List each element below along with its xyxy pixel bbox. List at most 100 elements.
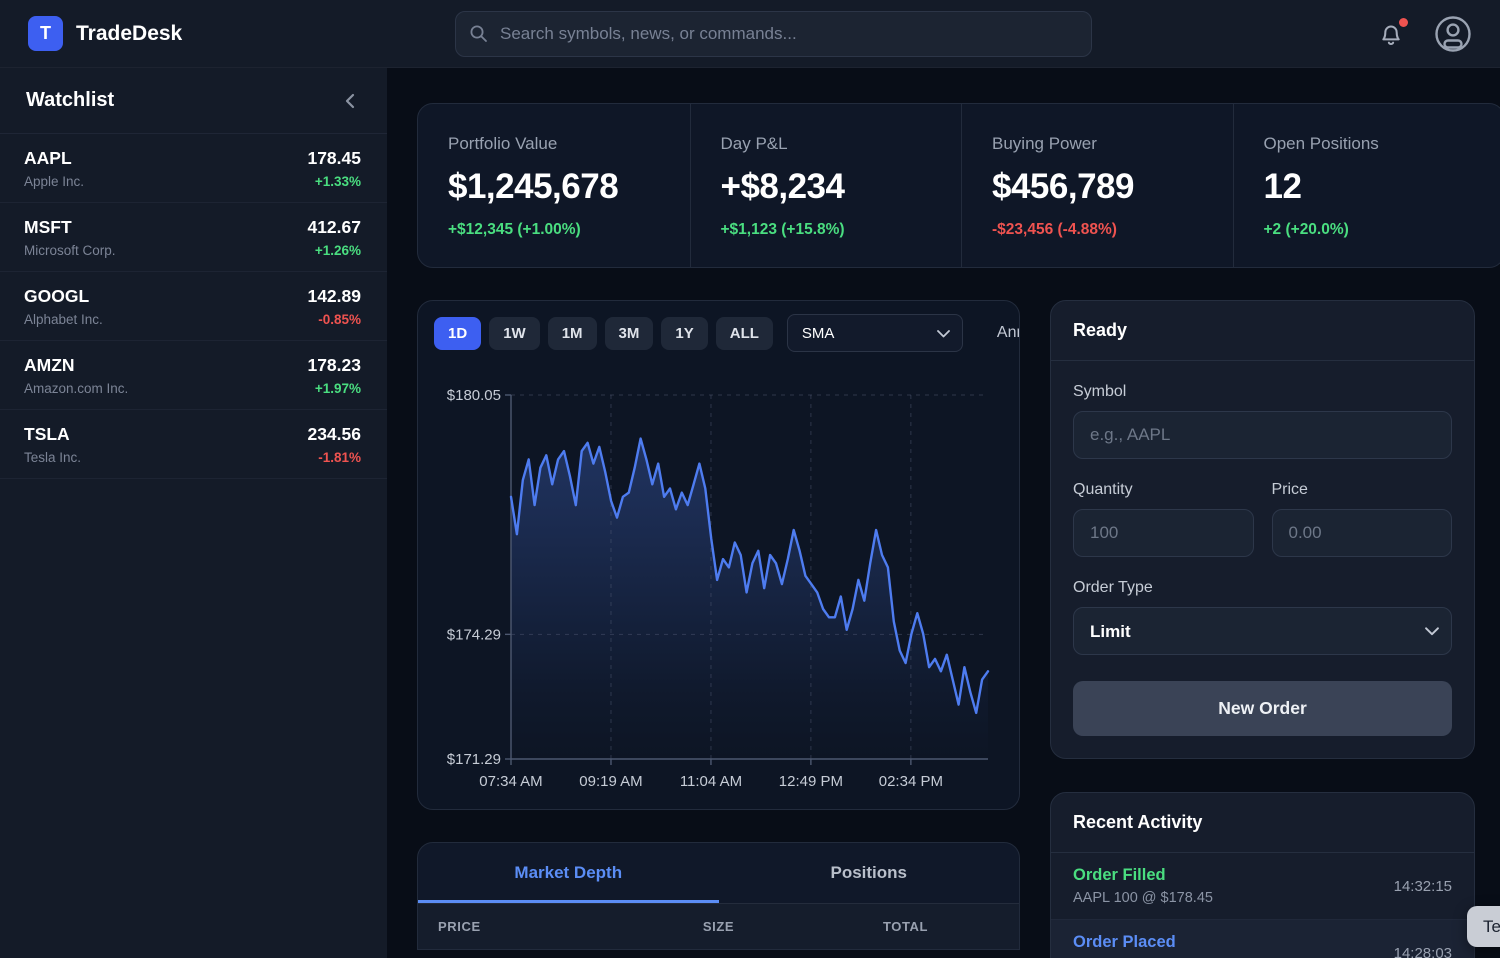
stat-day-pnl: Day P&L +$8,234 +$1,123 (+15.8%) [689,104,962,267]
ticker-price: 234.56 [307,423,361,444]
symbol-label: Symbol [1073,383,1127,400]
search-input[interactable] [455,10,1092,57]
stat-open-positions: Open Positions 12 +2 (+20.0%) [1232,104,1500,267]
timeframe-1y-button[interactable]: 1Y [661,316,708,350]
watchlist-title: Watchlist [26,89,115,111]
company-name: Amazon.com Inc. [24,380,129,396]
activity-item: Order Placed MSFT 50 @ $412.50 Limit 14:… [1051,919,1474,958]
stat-portfolio-value: Portfolio Value $1,245,678 +$12,345 (+1.… [418,104,690,267]
app-logo: T [28,16,63,51]
avatar-icon [1435,15,1471,52]
stat-change: +$1,123 (+15.8%) [720,221,845,238]
ticker-price: 142.89 [307,285,361,306]
ticker-price: 412.67 [307,216,361,237]
column-price: PRICE [438,919,481,934]
watchlist-sidebar: Watchlist AAPL Apple Inc. 178.45 +1.33% … [0,68,387,958]
timeframe-1w-button[interactable]: 1W [489,316,540,350]
topbar: T TradeDesk [0,0,1500,68]
watchlist-row-tsla[interactable]: TSLA Tesla Inc. 234.56 -1.81% [0,410,387,479]
ticker-price: 178.23 [307,354,361,375]
svg-text:11:04 AM: 11:04 AM [680,773,742,790]
stat-label: Open Positions [1263,134,1379,153]
notification-badge [1399,17,1408,27]
brand: T TradeDesk [28,16,400,51]
stat-label: Buying Power [992,134,1097,153]
watchlist-row-msft[interactable]: MSFT Microsoft Corp. 412.67 +1.26% [0,203,387,272]
order-type-select[interactable]: Limit [1073,607,1452,655]
ticker-change: +1.33% [314,173,361,189]
watchlist-row-aapl[interactable]: AAPL Apple Inc. 178.45 +1.33% [0,134,387,203]
ticker-symbol: MSFT [24,216,72,237]
stat-change: +$12,345 (+1.00%) [448,221,581,238]
toast-text: Te [1483,916,1500,936]
column-size: SIZE [702,919,735,934]
chart-toolbar: 1D 1W 1M 3M 1Y ALL SMA Annotate [418,301,1019,361]
column-total: TOTAL [882,919,929,934]
ticker-change: +1.26% [314,242,361,258]
stats-row: Portfolio Value $1,245,678 +$12,345 (+1.… [417,103,1500,268]
timeframe-all-button[interactable]: ALL [715,316,773,350]
company-name: Apple Inc. [24,173,85,189]
global-search [455,10,1092,57]
ticker-symbol: AAPL [24,147,72,168]
tab-positions[interactable]: Positions [719,843,1020,903]
ticker-symbol: TSLA [24,423,70,444]
stat-change: +2 (+20.0%) [1263,221,1349,238]
svg-text:$180.05: $180.05 [447,387,501,404]
account-button[interactable] [1434,15,1472,53]
depth-table-header: PRICE SIZE TOTAL [418,904,1019,949]
stat-value: $1,245,678 [448,167,619,206]
annotate-button[interactable]: Annotate [997,324,1019,342]
stat-change: -$23,456 (-4.88%) [992,221,1117,238]
ticker-symbol: GOOGL [24,285,90,306]
quantity-field[interactable] [1073,509,1254,557]
order-type-label: Order Type [1073,579,1153,596]
stat-value: +$8,234 [720,167,845,206]
app-name: TradeDesk [76,21,183,45]
activity-event: Order Placed [1073,933,1176,951]
recent-activity-title: Recent Activity [1051,793,1474,853]
watchlist-row-googl[interactable]: GOOGL Alphabet Inc. 142.89 -0.85% [0,272,387,341]
activity-time: 14:28:03 [1393,944,1452,958]
indicator-select[interactable]: SMA [786,314,963,352]
ticker-symbol: AMZN [24,354,75,375]
search-icon [470,25,487,42]
price-field[interactable] [1271,509,1452,557]
company-name: Tesla Inc. [24,449,82,465]
notifications-button[interactable] [1378,17,1408,47]
market-depth-card: Market Depth Positions PRICE SIZE TOTAL [417,842,1020,950]
activity-item: Order Filled AAPL 100 @ $178.45 14:32:15 [1051,853,1474,919]
company-name: Alphabet Inc. [24,311,103,327]
ticker-change: -0.85% [318,311,361,327]
svg-text:09:19 AM: 09:19 AM [579,773,642,790]
new-order-button[interactable]: New Order [1073,681,1452,736]
order-status: Ready [1051,301,1474,361]
stat-label: Day P&L [720,134,788,153]
watchlist-row-amzn[interactable]: AMZN Amazon.com Inc. 178.23 +1.97% [0,341,387,410]
stat-value: 12 [1263,167,1302,206]
quantity-label: Quantity [1073,481,1133,498]
depth-tabs: Market Depth Positions [418,843,1019,904]
bell-icon [1382,25,1400,45]
ticker-price: 178.45 [307,147,361,168]
timeframe-1m-button[interactable]: 1M [547,316,597,350]
sidebar-collapse-button[interactable] [339,88,361,114]
svg-text:$174.29: $174.29 [447,626,501,643]
activity-event: Order Filled [1073,866,1166,884]
toast: Te [1467,906,1500,947]
timeframe-3m-button[interactable]: 3M [604,316,654,350]
price-chart[interactable]: $180.05 $174.29 $171.29 07:34 AM 09:19 AM 11:… [418,361,1019,801]
svg-text:07:34 AM: 07:34 AM [479,773,542,790]
svg-text:12:49 PM: 12:49 PM [779,773,843,790]
timeframe-1d-button[interactable]: 1D [434,316,482,350]
chevron-left-icon [345,93,355,108]
ticker-change: -1.81% [318,449,361,465]
symbol-field[interactable] [1073,411,1452,459]
order-entry-panel: Ready Symbol Quantity Price [1050,300,1475,759]
tab-market-depth[interactable]: Market Depth [418,843,719,903]
activity-detail: AAPL 100 @ $178.45 [1073,890,1213,906]
price-label: Price [1271,481,1308,498]
stat-buying-power: Buying Power $456,789 -$23,456 (-4.88%) [961,104,1233,267]
ticker-change: +1.97% [314,380,361,396]
activity-time: 14:32:15 [1393,877,1452,895]
